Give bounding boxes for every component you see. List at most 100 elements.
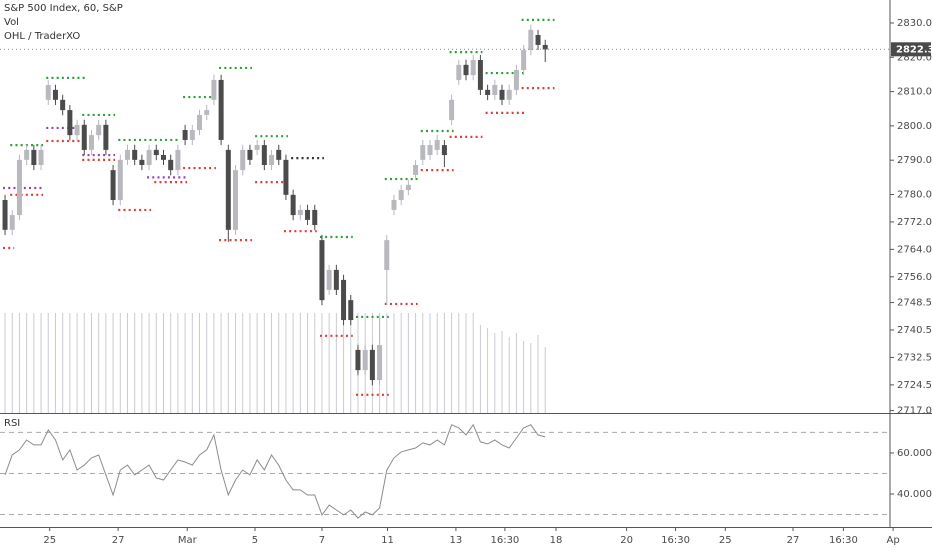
y-tick-label: 2764.00 bbox=[897, 244, 932, 255]
y-tick-label: 2772.00 bbox=[897, 217, 932, 228]
candle-body bbox=[74, 124, 80, 136]
candle-body bbox=[398, 190, 404, 200]
candle-body bbox=[405, 184, 411, 191]
candle-body bbox=[413, 164, 419, 175]
candle-body bbox=[182, 130, 188, 140]
candle-body bbox=[160, 155, 166, 160]
candle-body bbox=[521, 50, 527, 70]
candle-body bbox=[96, 124, 102, 136]
candle-body bbox=[197, 114, 203, 131]
candle-body bbox=[333, 269, 339, 290]
x-tick-label: 25 bbox=[719, 535, 732, 546]
x-tick-label: 16:30 bbox=[829, 535, 858, 546]
candle-body bbox=[247, 149, 253, 160]
x-tick-label: 27 bbox=[787, 535, 800, 546]
y-tick-label: 2732.50 bbox=[897, 352, 932, 363]
candle-body bbox=[506, 89, 512, 100]
y-tick-label: 2830.00 bbox=[897, 18, 932, 29]
x-tick-label: 16:30 bbox=[661, 535, 690, 546]
x-tick-label: 16:30 bbox=[490, 535, 519, 546]
candle-body bbox=[110, 170, 116, 200]
candle-body bbox=[290, 194, 296, 216]
x-tick-label: Ap bbox=[887, 535, 900, 546]
candle-body bbox=[449, 99, 455, 121]
candle-body bbox=[470, 60, 476, 76]
x-tick-label: 13 bbox=[450, 535, 463, 546]
candle-body bbox=[204, 110, 210, 115]
candle-body bbox=[427, 145, 433, 156]
candle-body bbox=[513, 69, 519, 90]
candle-body bbox=[211, 79, 217, 100]
candle-body bbox=[168, 159, 174, 171]
volume-label: Vol bbox=[4, 17, 19, 28]
y-tick-label: 2790.00 bbox=[897, 155, 932, 166]
last-price-box bbox=[891, 42, 931, 57]
x-tick-label: 18 bbox=[550, 535, 563, 546]
plot-area bbox=[0, 18, 890, 519]
x-tick-label: 5 bbox=[252, 535, 258, 546]
candle-body bbox=[153, 149, 159, 156]
y-tick-label: 2740.50 bbox=[897, 325, 932, 336]
candle-body bbox=[254, 145, 260, 150]
candle-body bbox=[139, 159, 145, 165]
chart-title: S&P 500 Index, 60, S&P bbox=[4, 3, 123, 14]
candle-body bbox=[16, 159, 22, 216]
candle-body bbox=[189, 130, 195, 140]
candle-body bbox=[434, 139, 440, 150]
candle-body bbox=[420, 145, 426, 160]
candle-body bbox=[124, 149, 130, 160]
candle-body bbox=[240, 149, 246, 171]
candle-body bbox=[369, 349, 375, 381]
candle-body bbox=[67, 110, 73, 136]
candle-body bbox=[60, 99, 66, 111]
candle-body bbox=[456, 64, 462, 80]
candle-body bbox=[391, 199, 397, 210]
candle-body bbox=[276, 149, 282, 160]
candle-body bbox=[218, 79, 224, 140]
candle-body bbox=[233, 170, 239, 230]
candle-body bbox=[88, 135, 94, 150]
candle-body bbox=[2, 199, 8, 230]
candle-body bbox=[499, 89, 505, 100]
candle-body bbox=[535, 34, 541, 45]
candle-body bbox=[283, 159, 289, 195]
candle-body bbox=[225, 149, 231, 230]
candle-body bbox=[312, 209, 318, 226]
y-tick-label: 2780.00 bbox=[897, 189, 932, 200]
candle-body bbox=[52, 89, 58, 100]
candle-body bbox=[31, 149, 37, 165]
candle-body bbox=[485, 89, 491, 96]
x-tick-label: 7 bbox=[319, 535, 325, 546]
candle-body bbox=[441, 145, 447, 156]
candle-body bbox=[377, 345, 383, 381]
candle-body bbox=[319, 240, 325, 301]
candle-body bbox=[326, 269, 332, 290]
candle-body bbox=[269, 155, 275, 165]
candle-body bbox=[384, 240, 390, 270]
candle-body bbox=[45, 85, 51, 100]
x-tick-label: 11 bbox=[381, 535, 394, 546]
candle-body bbox=[81, 124, 87, 150]
candle-body bbox=[297, 209, 303, 216]
y-tick-label: 2756.00 bbox=[897, 272, 932, 283]
candle-body bbox=[175, 149, 181, 171]
x-tick-label: Mar bbox=[178, 535, 198, 546]
last-price-label: 2822.33 bbox=[896, 44, 932, 55]
y-tick-label: 2724.50 bbox=[897, 380, 932, 391]
candle-body bbox=[542, 44, 548, 50]
candle-body bbox=[355, 349, 361, 371]
candle-body bbox=[528, 29, 534, 51]
y-tick-label: 2800.00 bbox=[897, 121, 932, 132]
x-tick-label: 20 bbox=[620, 535, 633, 546]
candle-body bbox=[103, 124, 109, 150]
rsi-label: RSI bbox=[4, 418, 20, 429]
candle-body bbox=[463, 64, 469, 76]
candle-body bbox=[9, 215, 15, 230]
candle-body bbox=[305, 209, 311, 220]
x-tick-label: 25 bbox=[43, 535, 56, 546]
y-tick-label: 2820.00 bbox=[897, 52, 932, 63]
candle-body bbox=[146, 149, 152, 165]
rsi-y-tick-label: 40.0000 bbox=[897, 489, 932, 500]
